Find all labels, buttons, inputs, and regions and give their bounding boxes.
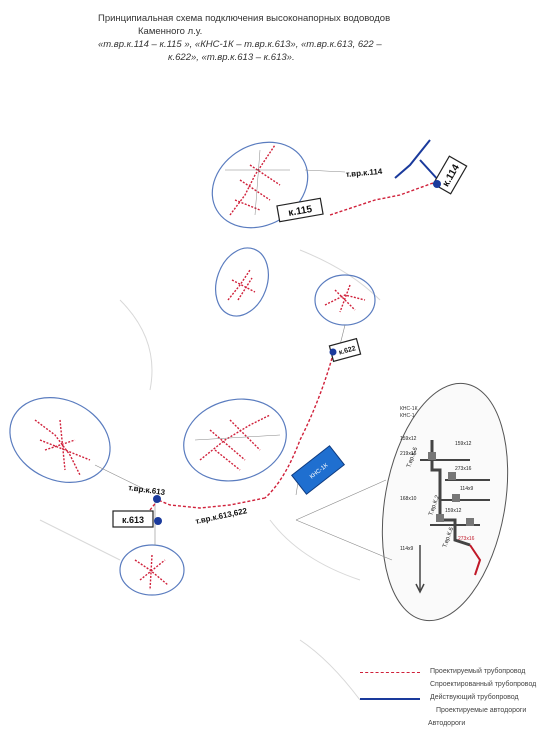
title-line-4: к.622», «т.вр.к.613 – к.613». [168,52,295,63]
title-line-3: «т.вр.к.114 – к.115 », «КНС-1К – т.вр.к.… [98,39,382,50]
existing-pipe-k114 [394,139,441,183]
cluster-ellipse-1 [211,141,309,229]
inset-d1: 159х12 [400,436,417,442]
inset-d5: 168х10 [400,496,417,502]
inset-kns-detail: КНС-1К КНС-1 Т.вр.К.6 Т.вр.К.2 Т.вр.К.6 … [295,382,509,622]
node-k115: к.115 [276,197,324,223]
inset-d9: 273х16 [458,536,475,542]
cluster-ellipse-3 [314,274,376,326]
label-tvr114: т.вр.к.114 [345,167,383,179]
legend: Проектируемый трубопровод Спроектированн… [360,668,545,733]
inset-d4: 273х16 [455,466,472,472]
legend-projected-pipe-swatch [360,672,420,673]
inset-d3: 219х15 [400,451,417,457]
inset-header-1: КНС-1К [400,406,418,412]
legend-projected-roads: Проектируемые автодороги [360,707,545,720]
legend-roads-text: Автодороги [428,720,466,727]
inset-d8: 114х9 [400,546,413,552]
node-k613: к.613 [112,510,154,528]
scheme-title: Принципиальная схема подключения высокон… [98,12,428,64]
node-k622-dot [329,348,337,356]
legend-designed-pipe: Спроектированный трубопровод [360,681,545,694]
inset-header-2: КНС-1 [400,413,415,419]
cluster-ellipse-2 [215,247,269,317]
title-line-1: Принципиальная схема подключения высокон… [98,13,391,24]
inset-d2: 159х12 [455,441,472,447]
label-tvr613: т.вр.к.613 [128,483,166,497]
legend-existing-pipe-swatch [360,698,420,700]
cluster-ellipse-4 [183,398,287,482]
tvr613-dot [153,495,161,503]
legend-projected-pipe-text: Проектируемый трубопровод [430,668,526,675]
legend-existing-pipe-text: Действующий трубопровод [430,694,519,701]
legend-designed-pipe-text: Спроектированный трубопровод [430,681,537,688]
title-line-2: Каменного л.у. [138,26,203,37]
label-tvr613-622: т.вр.к.613,622 [195,506,249,526]
inset-d6: 114х9 [460,486,473,492]
legend-existing-pipe: Действующий трубопровод [360,694,545,707]
legend-projected-roads-text: Проектируемые автодороги [436,707,527,714]
node-k115-label: к.115 [288,204,314,219]
node-k622-label: к.622 [338,345,356,356]
inset-d7: 159х12 [445,508,462,514]
node-k114: к.114 [432,155,468,195]
projected-pipes [149,182,434,511]
cluster-ellipse-5 [9,397,111,483]
node-k613-label: к.613 [122,515,144,525]
legend-roads: Автодороги [360,720,545,733]
node-k114-dot [433,180,441,188]
node-k613-dot [154,517,162,525]
cluster-ellipse-6 [119,544,185,596]
legend-projected-pipe: Проектируемый трубопровод [360,668,545,681]
node-kns: КНС-1К [290,445,346,495]
